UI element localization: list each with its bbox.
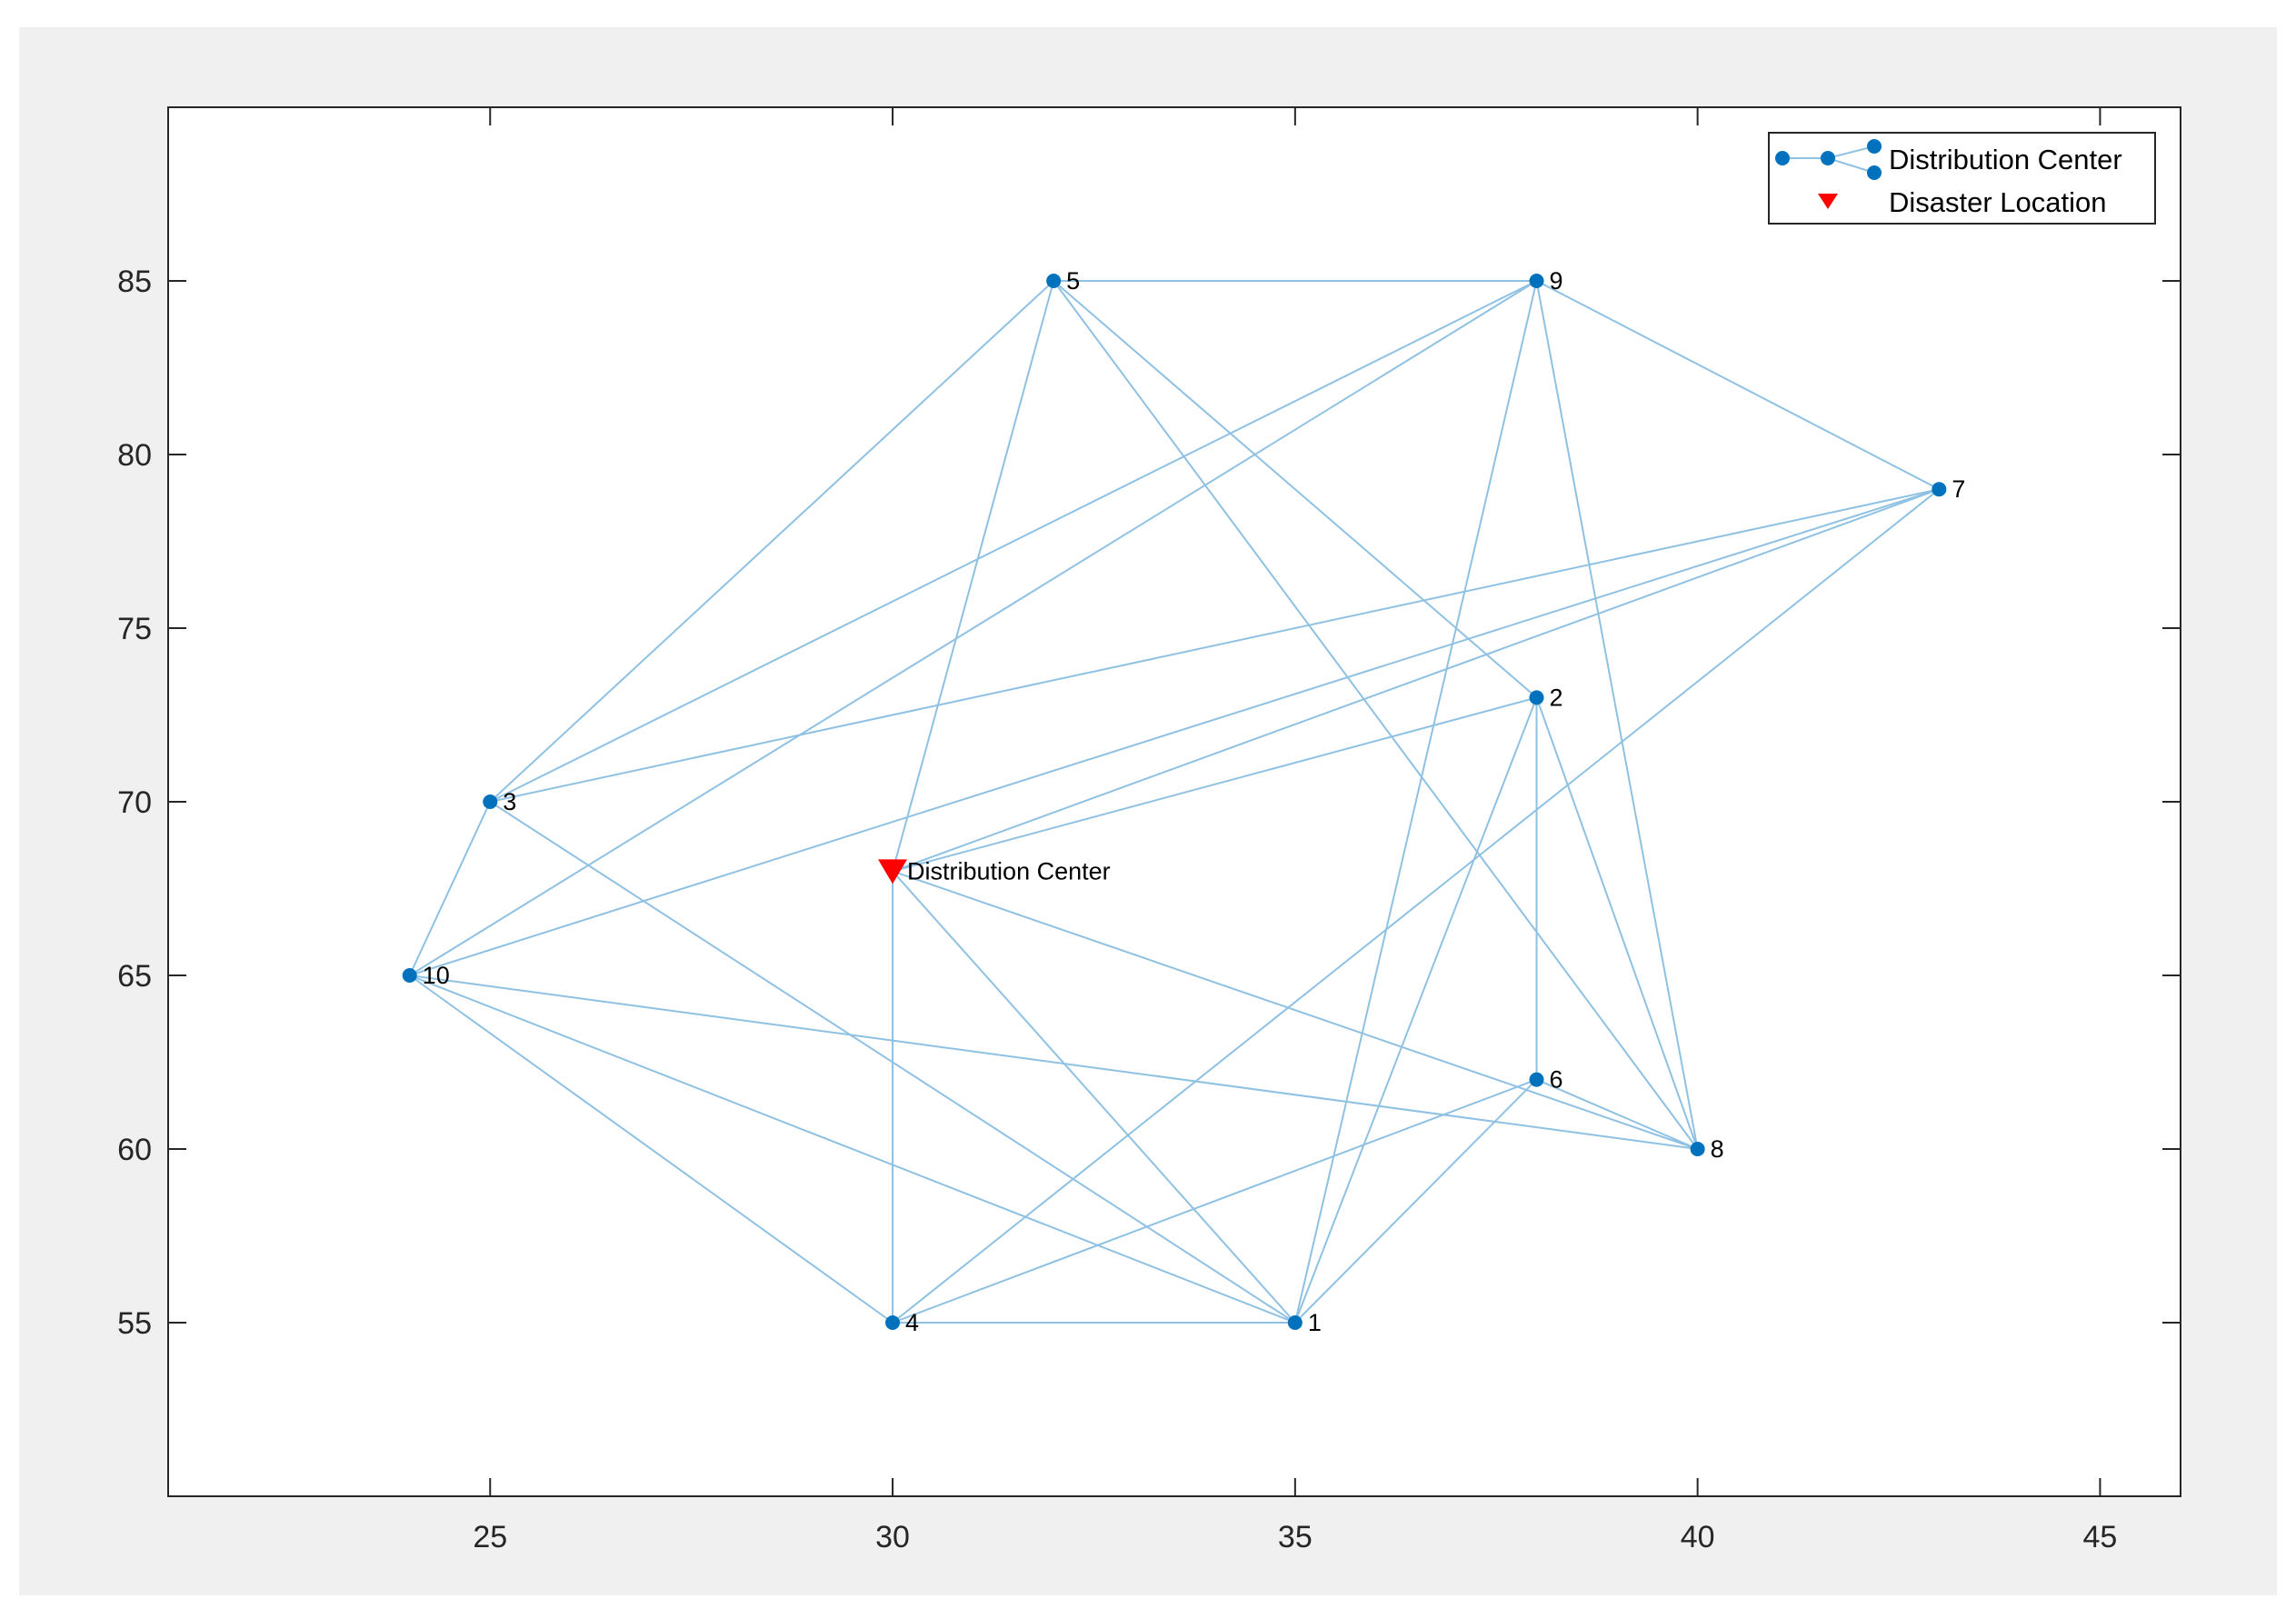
edge-3-10 — [408, 801, 492, 976]
edge-DC-8 — [892, 870, 1698, 1150]
legend-entry-disaster-location: Disaster Location — [1889, 186, 2107, 218]
y-tick-label-85: 85 — [117, 265, 152, 299]
edge-9-8 — [1535, 280, 1699, 1150]
edge-2-1 — [1293, 697, 1538, 1324]
edge-6-4 — [892, 1078, 1537, 1324]
y-tick-label-55: 55 — [117, 1306, 152, 1341]
edge-6-1 — [1294, 1078, 1538, 1324]
nodes-layer: 1 2 3 4 5 6 7 8 9 10 Distribution Center — [402, 267, 1965, 1336]
edge-10-8 — [409, 974, 1698, 1150]
node-10 — [402, 968, 417, 983]
node-label-9: 9 — [1550, 267, 1563, 295]
legend: Distribution Center Disaster Location — [1768, 132, 2156, 225]
node-7 — [1932, 482, 1947, 497]
edge-2-DC — [892, 696, 1537, 873]
legend-entry-distribution-center: Distribution Center — [1889, 144, 2122, 175]
legend-box — [1768, 132, 2156, 225]
edge-7-10 — [409, 488, 1940, 976]
legend-graph-icon — [1775, 139, 1882, 180]
node-9 — [1529, 274, 1544, 288]
edge-2-8 — [1535, 697, 1699, 1150]
node-label-3: 3 — [503, 788, 516, 815]
x-tick-label-25: 25 — [473, 1520, 507, 1554]
y-tick-label-80: 80 — [117, 438, 152, 473]
node-label-7: 7 — [1952, 475, 1965, 503]
figure-window: 1 2 3 4 5 6 7 8 9 10 Distribution Center 25 30 35 40 4… — [19, 27, 2277, 1595]
node-3 — [483, 795, 498, 809]
edge-7-3 — [490, 488, 1940, 803]
x-tick-label-35: 35 — [1278, 1520, 1313, 1554]
node-label-6: 6 — [1550, 1066, 1563, 1094]
edge-7-4 — [892, 488, 1940, 1324]
edge-7-DC — [892, 488, 1940, 873]
plot-area — [168, 107, 2181, 1496]
node-label-10: 10 — [423, 962, 450, 989]
edge-9-1 — [1293, 280, 1538, 1324]
node-2 — [1529, 690, 1544, 705]
edge-10-1 — [409, 974, 1296, 1324]
node-label-4: 4 — [905, 1309, 919, 1336]
edge-5-DC — [892, 280, 1055, 872]
edge-9-10 — [409, 280, 1538, 976]
node-6 — [1529, 1072, 1544, 1087]
edge-10-4 — [409, 974, 893, 1324]
node-5 — [1046, 274, 1062, 288]
node-label-5: 5 — [1066, 267, 1080, 295]
edge-6-8 — [1536, 1078, 1699, 1150]
y-tick-label-65: 65 — [117, 959, 152, 994]
node-label-DC: Distribution Center — [907, 857, 1111, 884]
y-tick-label-70: 70 — [117, 785, 152, 820]
node-label-8: 8 — [1711, 1135, 1724, 1163]
edge-5-3 — [489, 280, 1054, 803]
x-tick-label-30: 30 — [875, 1520, 910, 1554]
edge-5-8 — [1053, 280, 1699, 1150]
legend-triangle-icon — [1818, 194, 1838, 209]
edge-9-3 — [489, 280, 1537, 803]
disaster-marker-0 — [878, 859, 908, 884]
node-4 — [885, 1315, 901, 1330]
x-tick-label-45: 45 — [2083, 1520, 2118, 1554]
node-1 — [1287, 1315, 1303, 1330]
node-8 — [1690, 1142, 1705, 1156]
node-label-2: 2 — [1550, 684, 1563, 711]
edges-layer — [408, 280, 1940, 1324]
y-tick-label-60: 60 — [117, 1133, 152, 1167]
x-tick-label-40: 40 — [1681, 1520, 1715, 1554]
node-label-1: 1 — [1308, 1309, 1322, 1336]
edge-9-7 — [1536, 280, 1940, 491]
y-tick-label-75: 75 — [117, 612, 152, 646]
edge-DC-1 — [892, 870, 1296, 1324]
